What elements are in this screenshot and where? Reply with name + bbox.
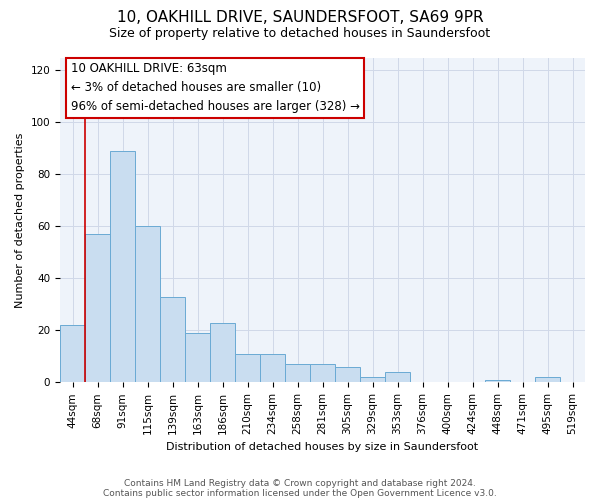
Bar [135, 226, 160, 382]
Bar [260, 354, 285, 382]
Text: Contains HM Land Registry data © Crown copyright and database right 2024.: Contains HM Land Registry data © Crown c… [124, 478, 476, 488]
Bar [160, 296, 185, 382]
Bar [385, 372, 410, 382]
Text: 10, OAKHILL DRIVE, SAUNDERSFOOT, SA69 9PR: 10, OAKHILL DRIVE, SAUNDERSFOOT, SA69 9P… [116, 10, 484, 25]
Bar [335, 366, 360, 382]
Text: Contains public sector information licensed under the Open Government Licence v3: Contains public sector information licen… [103, 488, 497, 498]
Bar [235, 354, 260, 382]
Bar [60, 325, 85, 382]
X-axis label: Distribution of detached houses by size in Saundersfoot: Distribution of detached houses by size … [166, 442, 479, 452]
Bar [535, 377, 560, 382]
Text: 10 OAKHILL DRIVE: 63sqm
← 3% of detached houses are smaller (10)
96% of semi-det: 10 OAKHILL DRIVE: 63sqm ← 3% of detached… [71, 62, 359, 114]
Y-axis label: Number of detached properties: Number of detached properties [15, 132, 25, 308]
Bar [285, 364, 310, 382]
Bar [360, 377, 385, 382]
Bar [310, 364, 335, 382]
Bar [85, 234, 110, 382]
Bar [110, 151, 135, 382]
Bar [210, 322, 235, 382]
Text: Size of property relative to detached houses in Saundersfoot: Size of property relative to detached ho… [109, 28, 491, 40]
Bar [485, 380, 510, 382]
Bar [185, 333, 210, 382]
